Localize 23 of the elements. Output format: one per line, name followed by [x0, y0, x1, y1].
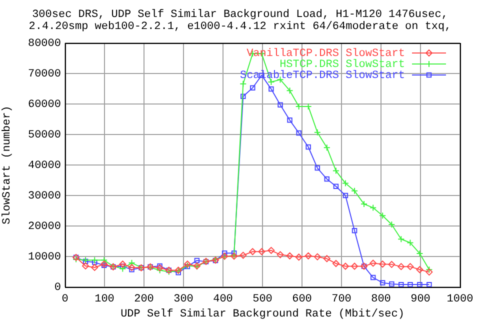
x-tick-label: 100: [94, 294, 114, 306]
legend-label: HSTCP.DRS SlowStart: [280, 58, 405, 71]
x-tick-label: 300: [174, 294, 194, 306]
x-tick-label: 400: [213, 294, 233, 306]
y-tick-label: 50000: [28, 129, 61, 142]
y-tick-label: 20000: [28, 220, 61, 233]
x-tick-label: 900: [410, 294, 430, 306]
x-axis-title: UDP Self Similar Background Rate (Mbit/sec): [120, 308, 404, 320]
y-tick-label: 30000: [28, 190, 61, 202]
y-tick-label: 60000: [28, 98, 61, 111]
y-tick-label: 0: [54, 282, 61, 294]
x-tick-label: 1000: [446, 294, 474, 306]
y-tick-label: 10000: [28, 251, 61, 264]
x-tick-label: 500: [252, 294, 272, 306]
chart-title: 300sec DRS, UDP Self Similar Background Load, H1-M120 1476usec, 2.4.20smp web100-2.2.1, e1000-4.4.12 rxint 64/64moderate on txq,: [28, 8, 452, 33]
y-tick-label: 40000: [28, 160, 61, 172]
x-tick-label: 800: [371, 294, 391, 306]
y-tick-label: 70000: [28, 68, 61, 80]
y-axis-title: SlowStart (number): [2, 106, 14, 224]
x-tick-label: 600: [292, 294, 312, 306]
y-tick-label: 80000: [28, 38, 61, 50]
x-tick-label: 200: [134, 294, 154, 306]
x-tick-label: 700: [332, 294, 352, 306]
